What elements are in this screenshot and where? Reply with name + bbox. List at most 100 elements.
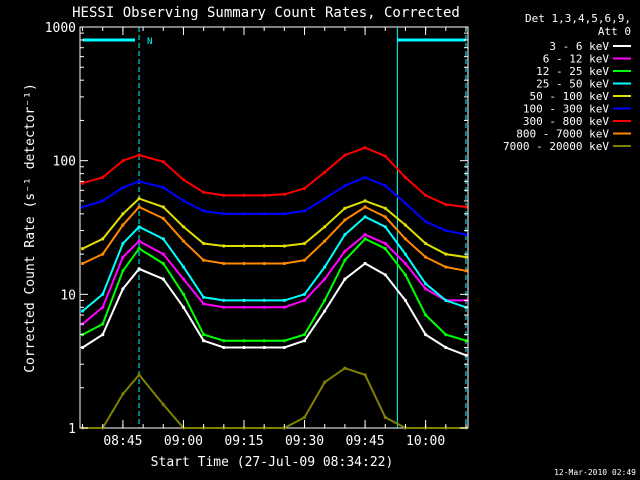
series-point (81, 309, 85, 313)
series-point (282, 339, 286, 343)
series-point (262, 193, 266, 197)
series-point (202, 302, 206, 306)
series-point (282, 192, 286, 196)
series-point (161, 252, 165, 256)
series-point (363, 175, 367, 179)
series-point (444, 345, 448, 350)
series-line (82, 176, 467, 236)
series-point (302, 292, 307, 296)
series-point (121, 159, 125, 163)
series-point (242, 244, 246, 248)
series-point (424, 282, 428, 286)
series-point (262, 261, 266, 266)
series-point (161, 216, 165, 220)
series-point (222, 298, 226, 302)
series-point (222, 193, 226, 197)
series-point (424, 193, 428, 197)
series-point (302, 298, 307, 302)
series-point (181, 265, 186, 269)
x-tick-label: 09:30 (285, 434, 324, 449)
series-point (242, 345, 246, 350)
series-point (137, 197, 141, 201)
series-point (121, 185, 125, 190)
y-tick-label: 1000 (45, 21, 76, 36)
series-point (444, 298, 448, 302)
series-point (181, 292, 186, 296)
legend-title: Det 1,3,4,5,6,9, (525, 12, 631, 25)
series-point (181, 199, 186, 203)
series-point (101, 333, 105, 337)
series-point (363, 261, 367, 266)
series-point (383, 273, 387, 277)
series-point (383, 154, 387, 158)
legend-label: 50 - 100 keV (530, 90, 610, 103)
series-point (424, 287, 428, 291)
series-point (403, 223, 407, 227)
series-point (363, 373, 367, 377)
legend-label: 800 - 7000 keV (516, 128, 609, 141)
series-point (262, 212, 266, 216)
series-point (202, 190, 206, 194)
series-point (444, 202, 448, 207)
series-point (101, 252, 105, 256)
series-point (343, 218, 347, 222)
series-point (121, 269, 125, 273)
series-point (363, 215, 367, 219)
night-flag-label: N (147, 37, 152, 47)
legend-label: 12 - 25 keV (536, 65, 609, 78)
series-point (262, 345, 266, 350)
series-point (383, 247, 387, 251)
legend-label: 3 - 6 keV (549, 40, 609, 53)
series-point (323, 197, 327, 201)
series-point (323, 239, 327, 243)
series-point (137, 205, 141, 209)
series-point (363, 233, 367, 237)
legend-label: 25 - 50 keV (536, 78, 609, 91)
series-point (262, 298, 266, 302)
series-point (323, 225, 327, 229)
series-point (242, 261, 246, 266)
series-point (383, 215, 387, 219)
series-line (82, 237, 467, 342)
series-point (137, 179, 141, 183)
series-point (424, 255, 428, 259)
series-line (82, 205, 467, 272)
x-tick-label: 09:15 (224, 434, 263, 449)
series-point (101, 175, 105, 179)
series-point (161, 160, 165, 164)
series-point (323, 380, 327, 384)
series-point (282, 298, 286, 302)
series-point (101, 305, 105, 309)
series-point (121, 287, 125, 291)
series-point (343, 153, 347, 157)
series-point (202, 295, 206, 299)
series-point (302, 186, 307, 190)
series-point (343, 206, 347, 210)
series-line (82, 146, 467, 208)
series-point (222, 212, 226, 216)
series-point (262, 244, 266, 248)
series-line (82, 367, 466, 429)
series-point (383, 241, 387, 246)
series-point (302, 209, 307, 213)
series-point (242, 298, 246, 302)
series-point (444, 265, 448, 269)
series-point (202, 258, 206, 262)
timestamp: 12-Mar-2010 02:49 (554, 468, 636, 477)
axes-layer: 08:45 09:00 09:15 09:30 09:45 10:00 1 10 100 1000 (45, 21, 468, 449)
series-point (302, 339, 307, 343)
series-point (302, 258, 307, 262)
series-point (464, 255, 468, 259)
series-point (403, 273, 407, 277)
series-point (424, 220, 428, 224)
series-point (202, 241, 206, 246)
y-tick-label: 100 (53, 155, 76, 170)
series-point (343, 249, 347, 253)
series-point (137, 153, 141, 157)
series-point (161, 185, 165, 190)
series-point (403, 298, 407, 302)
series-point (242, 193, 246, 197)
series-point (101, 322, 105, 326)
series-point (424, 333, 428, 337)
y-tick-label: 1 (68, 422, 76, 437)
